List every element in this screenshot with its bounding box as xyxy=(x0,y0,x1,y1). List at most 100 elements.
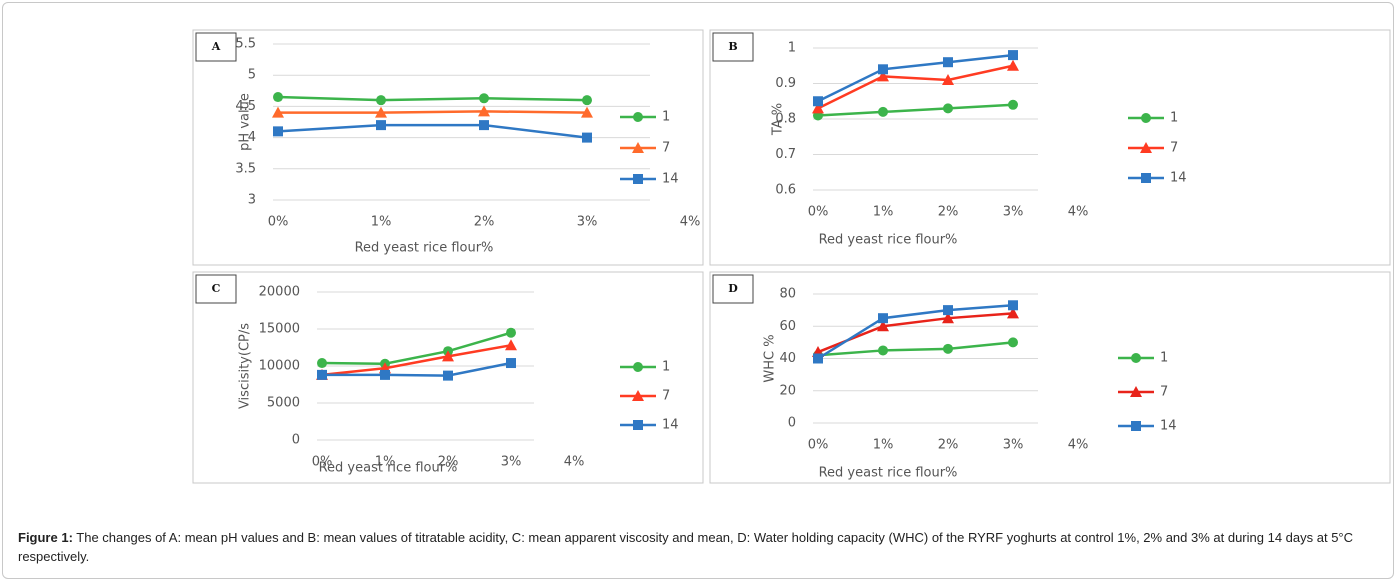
marker xyxy=(812,102,824,114)
x-tick-label: 2% xyxy=(938,205,959,220)
x-tick-label: 0% xyxy=(808,205,829,220)
panel xyxy=(192,271,704,484)
y-axis-label: TA % xyxy=(771,103,786,136)
x-tick-label: 2% xyxy=(474,215,495,230)
y-tick-label: 0.7 xyxy=(775,147,796,162)
marker xyxy=(1007,307,1019,319)
y-tick-label: 15000 xyxy=(259,322,300,337)
marker xyxy=(813,353,823,364)
marker xyxy=(1140,142,1152,153)
x-axis-label: Red yeast rice flour% xyxy=(355,241,494,256)
y-tick-label: 0 xyxy=(788,416,796,431)
marker xyxy=(942,73,954,85)
marker xyxy=(506,358,516,369)
panel xyxy=(709,271,1391,484)
figure: A 3 3.5 4 4.5 5 5.5 0% 1% 2% 3% 4% pH value Red yeast… xyxy=(192,29,1391,484)
y-tick-label: 4 xyxy=(248,130,256,145)
marker xyxy=(633,420,643,430)
series-line xyxy=(278,110,588,114)
marker xyxy=(582,95,592,106)
legend-label: 7 xyxy=(662,389,670,404)
marker xyxy=(633,174,643,184)
marker xyxy=(376,120,386,131)
y-tick-label: 5.5 xyxy=(235,37,256,52)
x-tick-label: 3% xyxy=(501,455,522,470)
series-line xyxy=(277,123,588,139)
y-axis-label: WHC % xyxy=(763,334,778,382)
marker xyxy=(380,369,390,380)
x-tick-label: 0% xyxy=(312,455,333,470)
marker xyxy=(442,350,454,362)
marker xyxy=(943,343,953,354)
marker xyxy=(443,370,453,381)
x-tick-label: 3% xyxy=(1003,438,1024,453)
marker xyxy=(1008,99,1018,110)
panel xyxy=(709,29,1391,266)
marker xyxy=(877,70,889,82)
y-tick-label: 1 xyxy=(788,41,796,56)
caption: Figure 1: The changes of A: mean pH valu… xyxy=(18,528,1388,566)
marker xyxy=(478,105,490,117)
marker xyxy=(376,95,386,106)
marker xyxy=(479,93,489,104)
x-tick-label: 4% xyxy=(564,455,585,470)
x-tick-label: 1% xyxy=(873,438,894,453)
series-line xyxy=(321,331,512,366)
panel xyxy=(192,29,704,266)
panel-letter: B xyxy=(728,40,737,53)
x-tick-label: 2% xyxy=(938,438,959,453)
x-axis-label: Red yeast rice flour% xyxy=(819,233,958,248)
marker xyxy=(943,57,953,68)
y-tick-label: 0 xyxy=(292,433,300,448)
series-line xyxy=(817,64,1014,110)
y-tick-label: 40 xyxy=(779,351,796,366)
y-tick-label: 10000 xyxy=(259,359,300,374)
marker xyxy=(632,142,644,153)
marker xyxy=(632,390,644,401)
y-tick-label: 4.5 xyxy=(235,99,256,114)
legend-label: 1 xyxy=(1160,351,1168,366)
marker xyxy=(1008,337,1018,348)
x-tick-label: 1% xyxy=(371,215,392,230)
legend-label: 1 xyxy=(662,360,670,375)
panel-letter: D xyxy=(728,282,738,295)
y-tick-label: 20 xyxy=(779,383,796,398)
x-tick-label: 0% xyxy=(808,438,829,453)
panel-letter-box xyxy=(712,32,754,62)
caption-label: Figure 1: xyxy=(18,530,73,545)
marker xyxy=(813,96,823,107)
marker xyxy=(943,103,953,114)
legend-label: 14 xyxy=(662,172,679,187)
marker xyxy=(581,106,593,118)
y-tick-label: 20000 xyxy=(259,285,300,300)
y-tick-label: 5000 xyxy=(267,396,300,411)
legend-label: 7 xyxy=(662,141,670,156)
y-axis-label: Viscisity(CP/s xyxy=(238,323,253,409)
caption-text: The changes of A: mean pH values and B: … xyxy=(18,530,1354,564)
marker xyxy=(1008,300,1018,311)
marker xyxy=(1008,50,1018,61)
marker xyxy=(1131,353,1141,363)
marker xyxy=(1007,59,1019,71)
x-tick-label: 1% xyxy=(375,455,396,470)
marker xyxy=(633,362,643,372)
marker xyxy=(943,305,953,316)
marker xyxy=(479,120,489,131)
panel-letter-box xyxy=(195,274,237,304)
x-tick-label: 1% xyxy=(873,205,894,220)
series-line xyxy=(322,361,512,377)
x-tick-label: 4% xyxy=(1068,205,1089,220)
marker xyxy=(1141,173,1151,183)
y-tick-label: 80 xyxy=(779,287,796,302)
x-tick-label: 2% xyxy=(438,455,459,470)
y-tick-label: 0.6 xyxy=(775,183,796,198)
panel-letter: A xyxy=(211,40,221,53)
series-line xyxy=(817,103,1014,117)
series-line xyxy=(817,53,1014,103)
marker xyxy=(582,132,592,143)
marker xyxy=(878,64,888,75)
marker xyxy=(505,339,517,351)
marker xyxy=(273,92,283,103)
